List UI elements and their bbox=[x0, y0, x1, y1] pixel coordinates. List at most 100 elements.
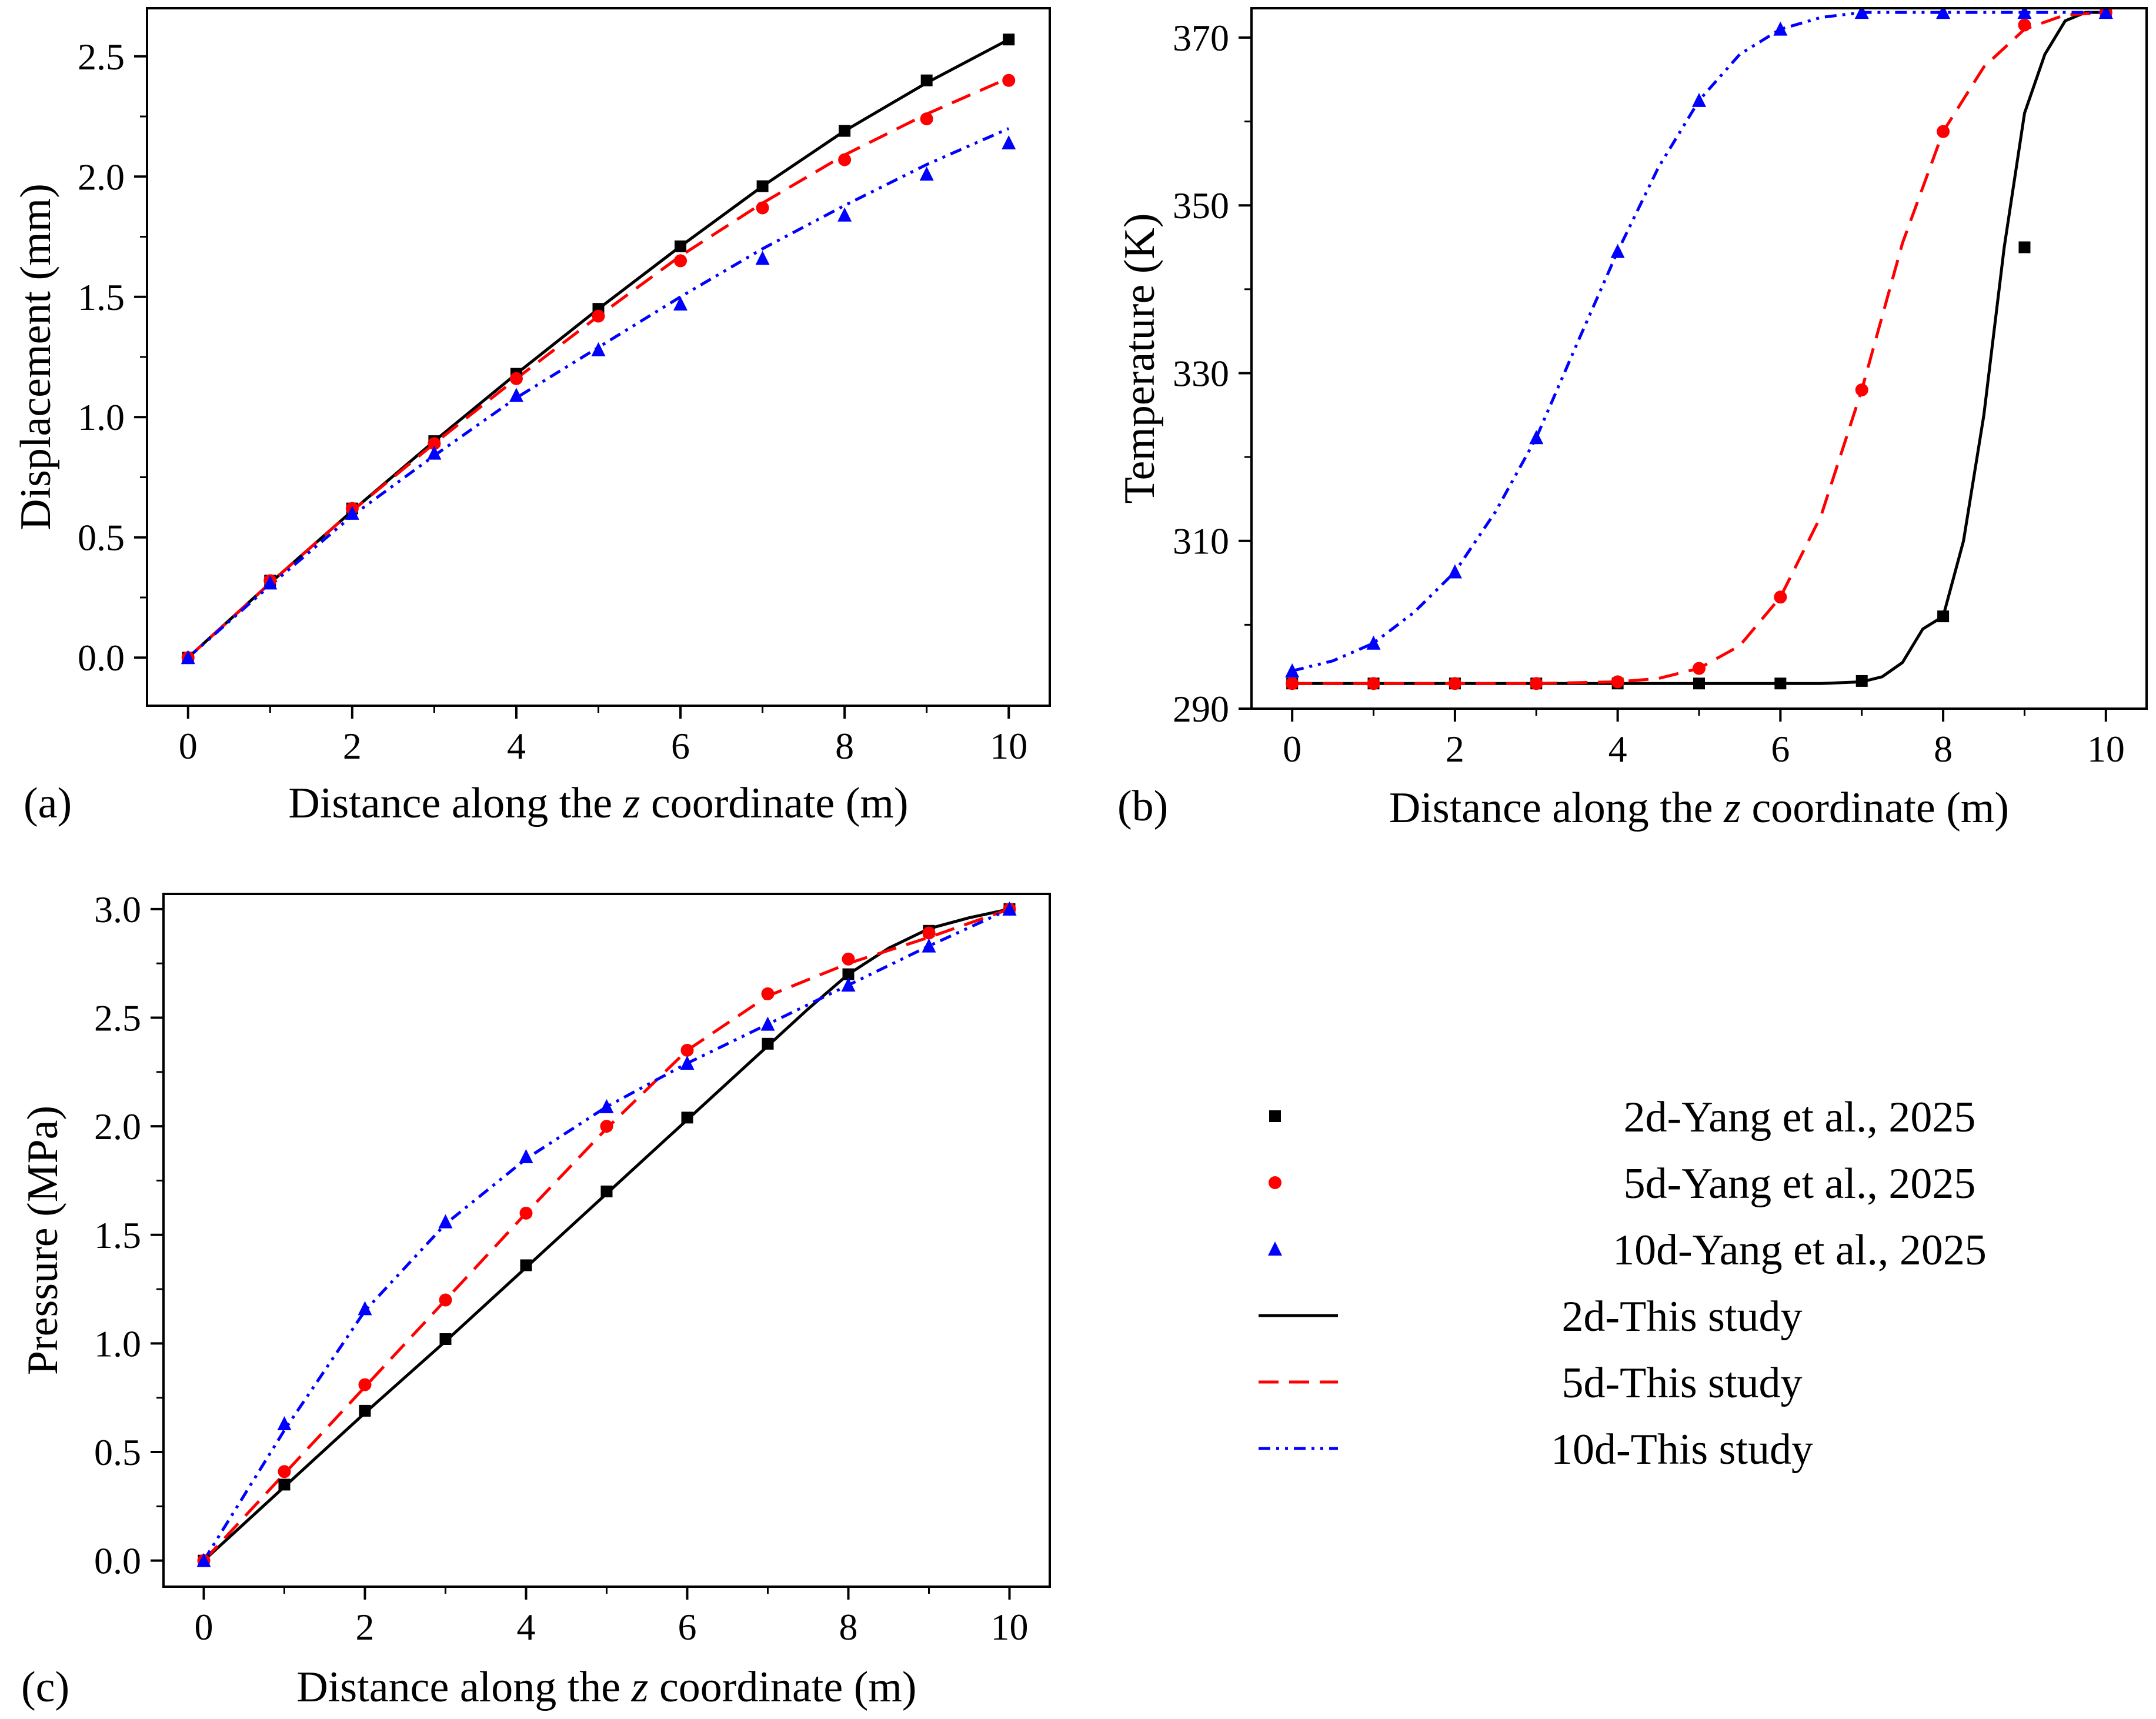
data-point bbox=[922, 926, 936, 940]
data-point bbox=[838, 153, 852, 166]
data-point bbox=[680, 1043, 694, 1057]
data-point bbox=[1286, 677, 1299, 690]
data-point bbox=[1448, 677, 1461, 690]
y-tick-label: 2.0 bbox=[78, 156, 125, 198]
data-point bbox=[278, 1478, 291, 1491]
y-tick-label: 0.5 bbox=[78, 517, 125, 559]
panel-label: (a) bbox=[24, 779, 72, 827]
data-point bbox=[600, 1120, 613, 1133]
data-point bbox=[438, 1214, 453, 1229]
panel-label: (c) bbox=[21, 1663, 69, 1711]
data-point bbox=[756, 180, 769, 192]
data-point bbox=[509, 372, 523, 385]
data-point bbox=[1692, 92, 1706, 107]
data-point bbox=[1936, 8, 1951, 19]
x-tick-label: 10 bbox=[2087, 728, 2125, 770]
data-point bbox=[922, 938, 936, 953]
data-point bbox=[1693, 662, 1706, 675]
data-point bbox=[592, 309, 605, 323]
data-point bbox=[1773, 21, 1788, 36]
data-point bbox=[2018, 241, 2031, 253]
legend-label: 2d-This study bbox=[1561, 1293, 1802, 1341]
x-tick-label: 4 bbox=[1608, 728, 1627, 770]
y-tick-label: 3.0 bbox=[94, 889, 141, 930]
x-tick-label: 6 bbox=[1771, 728, 1790, 770]
legend-symbol-circle bbox=[1269, 1176, 1281, 1189]
data-point bbox=[760, 1016, 775, 1031]
data-point bbox=[439, 1293, 452, 1307]
data-point bbox=[277, 1416, 292, 1431]
data-point bbox=[673, 296, 688, 311]
x-tick-label: 2 bbox=[1446, 728, 1464, 770]
x-axis-label: Distance along the z coordinate (m) bbox=[296, 1663, 916, 1711]
y-tick-label: 2.0 bbox=[94, 1106, 141, 1147]
x-tick-label: 8 bbox=[1934, 728, 1953, 770]
data-point bbox=[1855, 675, 1868, 687]
data-point bbox=[509, 388, 523, 402]
data-point bbox=[600, 1185, 613, 1197]
y-tick-label: 290 bbox=[1173, 688, 1229, 730]
x-tick-label: 2 bbox=[343, 725, 362, 767]
legend-label: 5d-This study bbox=[1561, 1359, 1802, 1407]
series-markers-10d-yang-et-al-2025 bbox=[196, 901, 1017, 1567]
legend-symbol-square bbox=[1269, 1110, 1281, 1122]
legend-label: 10d-Yang et al., 2025 bbox=[1613, 1226, 1987, 1274]
data-point bbox=[1693, 677, 1705, 690]
legend-label: 2d-Yang et al., 2025 bbox=[1624, 1093, 1976, 1141]
panel-c-pressure-chart: 0 2 4 6 8 10 0.0 0.5 1.0 1.5 2.0 2.5 3.0 Distance alo… bbox=[19, 889, 1051, 1711]
data-point bbox=[837, 207, 852, 222]
data-point bbox=[1003, 34, 1015, 46]
legend-label: 5d-Yang et al., 2025 bbox=[1624, 1160, 1976, 1208]
x-axis-label: Distance along the z coordinate (m) bbox=[288, 779, 908, 827]
panel-a-displacement-chart: 0 2 4 6 8 10 0.0 0.5 1.0 1.5 2.0 2.5 Distance along … bbox=[12, 7, 1051, 827]
data-point bbox=[1937, 610, 1950, 623]
series-markers-10d-yang-et-al-2025 bbox=[1285, 8, 2113, 677]
series-line-10d-this-study bbox=[202, 907, 1010, 1562]
series-line-2d-this-study bbox=[1292, 11, 2106, 685]
legend-item: 2d-This study bbox=[1259, 1293, 1803, 1341]
y-tick-label: 330 bbox=[1173, 352, 1229, 394]
data-point bbox=[1855, 383, 1868, 396]
legend-item: 10d-Yang et al., 2025 bbox=[1268, 1226, 1987, 1274]
data-point bbox=[1285, 663, 1300, 677]
x-tick-label: 8 bbox=[839, 1606, 858, 1648]
legend-item: 5d-This study bbox=[1259, 1359, 1803, 1407]
y-axis-label: Temperature (K) bbox=[1116, 213, 1164, 503]
data-point bbox=[181, 650, 195, 665]
x-tick-label: 8 bbox=[835, 725, 854, 767]
y-tick-label: 0.0 bbox=[78, 637, 125, 679]
data-point bbox=[2017, 8, 2032, 19]
data-point bbox=[762, 1037, 774, 1050]
data-point bbox=[1854, 8, 1869, 19]
data-point bbox=[263, 575, 278, 590]
x-tick-label: 10 bbox=[990, 725, 1027, 767]
data-point bbox=[1447, 564, 1462, 579]
x-tick-label: 2 bbox=[356, 1606, 375, 1648]
series-line-10d-this-study bbox=[187, 127, 1010, 659]
data-point bbox=[428, 437, 441, 450]
data-point bbox=[1774, 590, 1787, 604]
data-point bbox=[1002, 135, 1016, 150]
data-point bbox=[345, 505, 359, 520]
data-point bbox=[919, 166, 934, 181]
panel-b-temperature-chart: 0 2 4 6 8 10 290 310 330 350 370 Distance along the… bbox=[1116, 7, 2148, 832]
data-point bbox=[756, 201, 769, 215]
y-tick-label: 2.5 bbox=[94, 997, 141, 1039]
data-point bbox=[358, 1301, 372, 1316]
y-tick-label: 370 bbox=[1173, 17, 1229, 59]
data-point bbox=[591, 342, 606, 356]
x-tick-label: 0 bbox=[1283, 728, 1301, 770]
data-point bbox=[842, 952, 855, 966]
x-tick-label: 0 bbox=[195, 1606, 213, 1648]
y-tick-label: 350 bbox=[1173, 185, 1229, 226]
data-point bbox=[1774, 677, 1787, 690]
data-point bbox=[2098, 8, 2113, 19]
data-point bbox=[196, 1553, 211, 1567]
legend-item: 5d-Yang et al., 2025 bbox=[1269, 1160, 1975, 1208]
series-line-10d-this-study bbox=[1291, 11, 2106, 673]
x-tick-label: 4 bbox=[507, 725, 526, 767]
y-tick-label: 1.5 bbox=[94, 1214, 141, 1256]
y-tick-label: 2.5 bbox=[78, 36, 125, 78]
